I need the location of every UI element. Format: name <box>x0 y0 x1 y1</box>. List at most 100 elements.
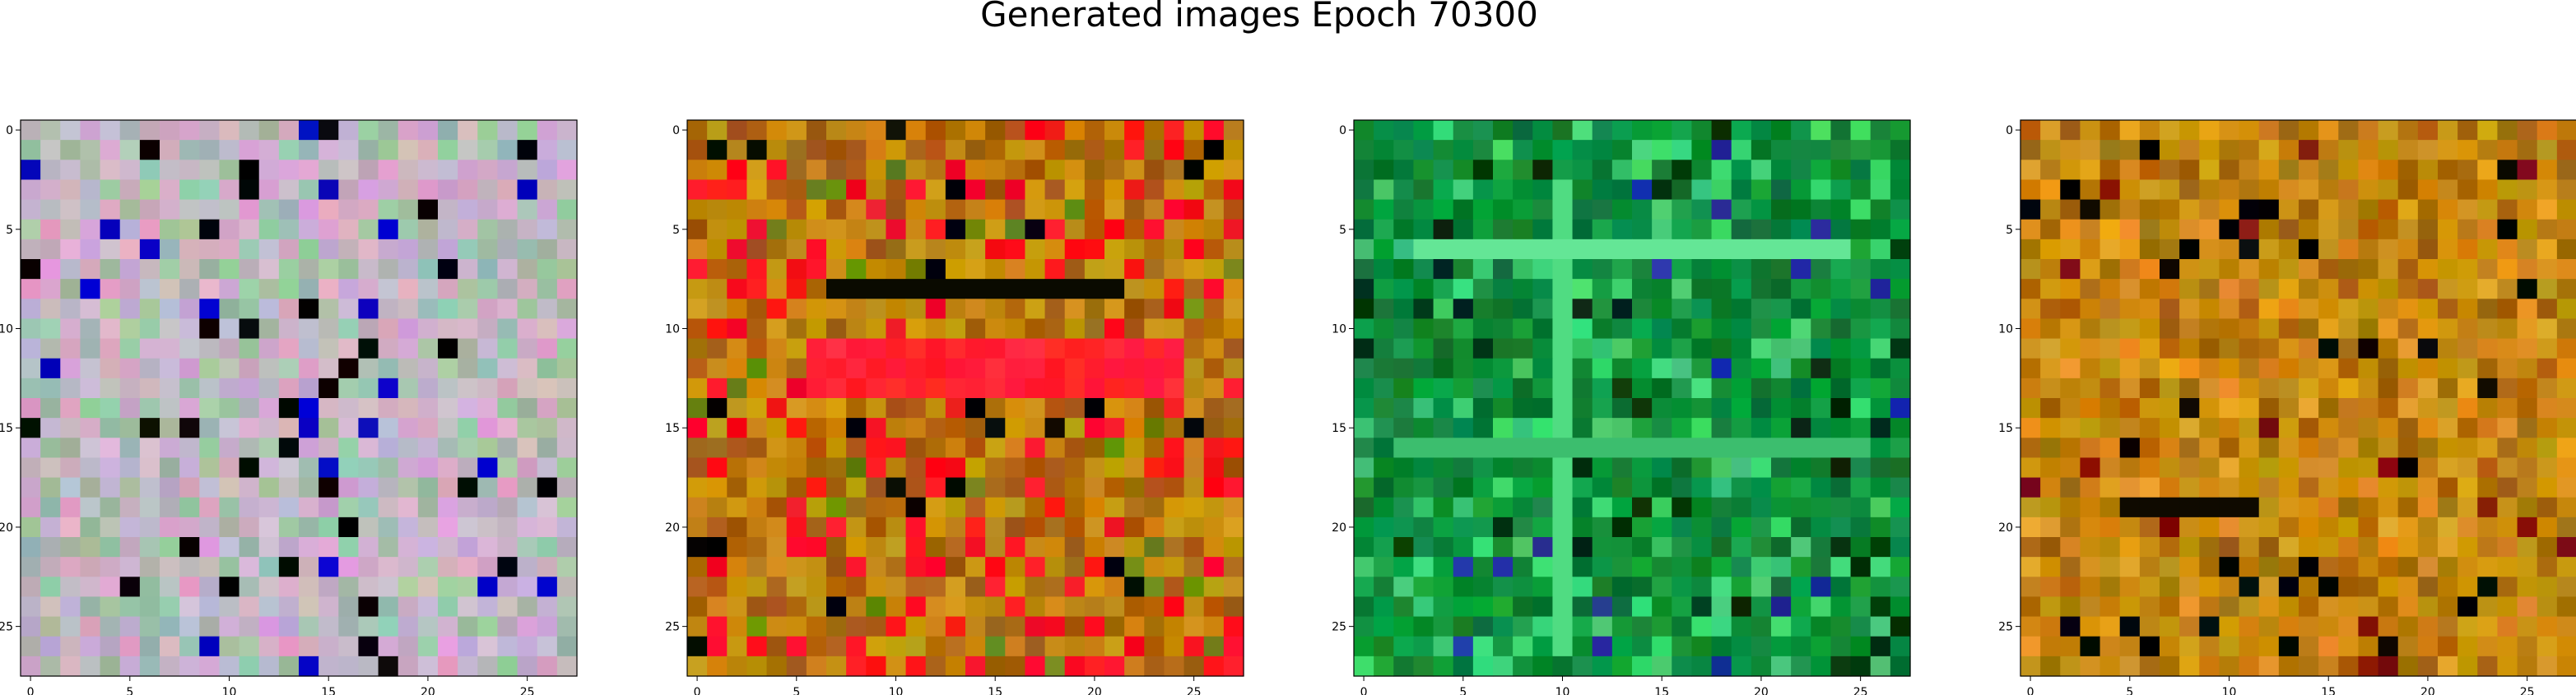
pixel <box>2556 656 2576 677</box>
pixel <box>160 140 180 160</box>
pixel <box>2299 140 2319 160</box>
pixel <box>985 219 1006 240</box>
pixel <box>119 199 141 220</box>
pixel <box>2536 616 2558 637</box>
pixel <box>1791 279 1811 299</box>
pixel <box>2239 438 2260 459</box>
pixel <box>2438 418 2458 438</box>
pixel <box>2139 537 2160 558</box>
pixel <box>905 497 927 518</box>
pixel <box>1751 140 1772 160</box>
pixel <box>786 120 807 141</box>
pixel <box>537 259 558 280</box>
pixel <box>2299 537 2319 558</box>
pixel <box>1691 557 1713 577</box>
pixel <box>1532 596 1554 618</box>
pixel <box>1064 199 1086 220</box>
pixel <box>438 219 458 240</box>
pixel <box>179 239 200 260</box>
pixel <box>556 616 578 637</box>
pixel <box>2139 120 2160 141</box>
pixel <box>2438 160 2458 181</box>
pixel <box>945 179 966 201</box>
pixel <box>319 577 339 598</box>
pixel <box>1552 219 1574 240</box>
pixel <box>1672 497 1693 518</box>
pixel <box>1850 299 1872 320</box>
pixel <box>826 378 847 399</box>
pixel <box>338 398 360 419</box>
pixel <box>2040 577 2061 598</box>
pixel <box>925 219 946 240</box>
pixel <box>1472 239 1494 260</box>
pixel <box>1413 517 1434 538</box>
pixel <box>727 517 748 538</box>
pixel <box>985 438 1006 459</box>
pixel <box>2497 219 2518 240</box>
pixel <box>119 299 141 320</box>
pixel <box>417 418 439 438</box>
pixel <box>2457 299 2478 320</box>
pixel <box>1691 577 1713 598</box>
pixel <box>1493 497 1514 518</box>
pixel <box>378 636 399 657</box>
pixel <box>338 418 360 438</box>
pixel <box>1493 239 1514 260</box>
pixel <box>925 497 946 518</box>
pixel <box>2457 199 2478 220</box>
x-tick-label: 15 <box>1654 686 1669 695</box>
pixel <box>1611 557 1633 577</box>
pixel <box>139 358 160 379</box>
pixel <box>1472 517 1494 538</box>
pixel <box>1183 596 1205 618</box>
pixel <box>1433 438 1454 459</box>
pixel <box>1513 358 1533 379</box>
pixel <box>160 537 180 558</box>
pixel <box>2119 318 2141 340</box>
pixel <box>2477 259 2499 280</box>
pixel <box>2438 318 2458 340</box>
pixel <box>1223 279 1244 299</box>
pixel <box>2119 636 2141 657</box>
pixel <box>2239 517 2260 538</box>
pixel <box>1830 199 1852 220</box>
pixel <box>199 596 221 618</box>
pixel <box>417 636 439 657</box>
pixel <box>1890 457 1911 479</box>
pixel <box>1183 259 1205 280</box>
pixel <box>497 418 518 438</box>
pixel <box>707 418 728 438</box>
pixel <box>1393 120 1415 141</box>
pixel <box>2099 537 2121 558</box>
pixel <box>1393 457 1415 479</box>
pixel <box>1472 338 1494 359</box>
pixel <box>1632 378 1653 399</box>
pixel <box>1144 577 1165 598</box>
pixel <box>438 438 458 459</box>
pixel <box>378 358 399 379</box>
pixel <box>378 120 399 141</box>
pixel <box>1025 219 1046 240</box>
pixel <box>2160 557 2180 577</box>
pixel <box>319 517 339 538</box>
x-tick-label: 10 <box>222 686 237 695</box>
pixel <box>2060 378 2081 399</box>
pixel <box>517 596 538 618</box>
pixel <box>458 140 478 160</box>
pixel <box>2020 279 2041 299</box>
pixel <box>2080 219 2101 240</box>
pixel <box>846 378 867 399</box>
x-tick-label: 25 <box>1853 686 1868 695</box>
pixel <box>1672 239 1693 260</box>
pixel <box>1532 537 1554 558</box>
pixel <box>2080 338 2101 359</box>
pixel <box>119 457 141 479</box>
pixel <box>2299 318 2319 340</box>
pixel <box>278 318 300 340</box>
pixel <box>687 517 708 538</box>
pixel <box>477 517 499 538</box>
pixel <box>278 656 300 677</box>
pixel <box>905 299 927 320</box>
pixel <box>2099 477 2121 498</box>
pixel <box>2417 239 2439 260</box>
